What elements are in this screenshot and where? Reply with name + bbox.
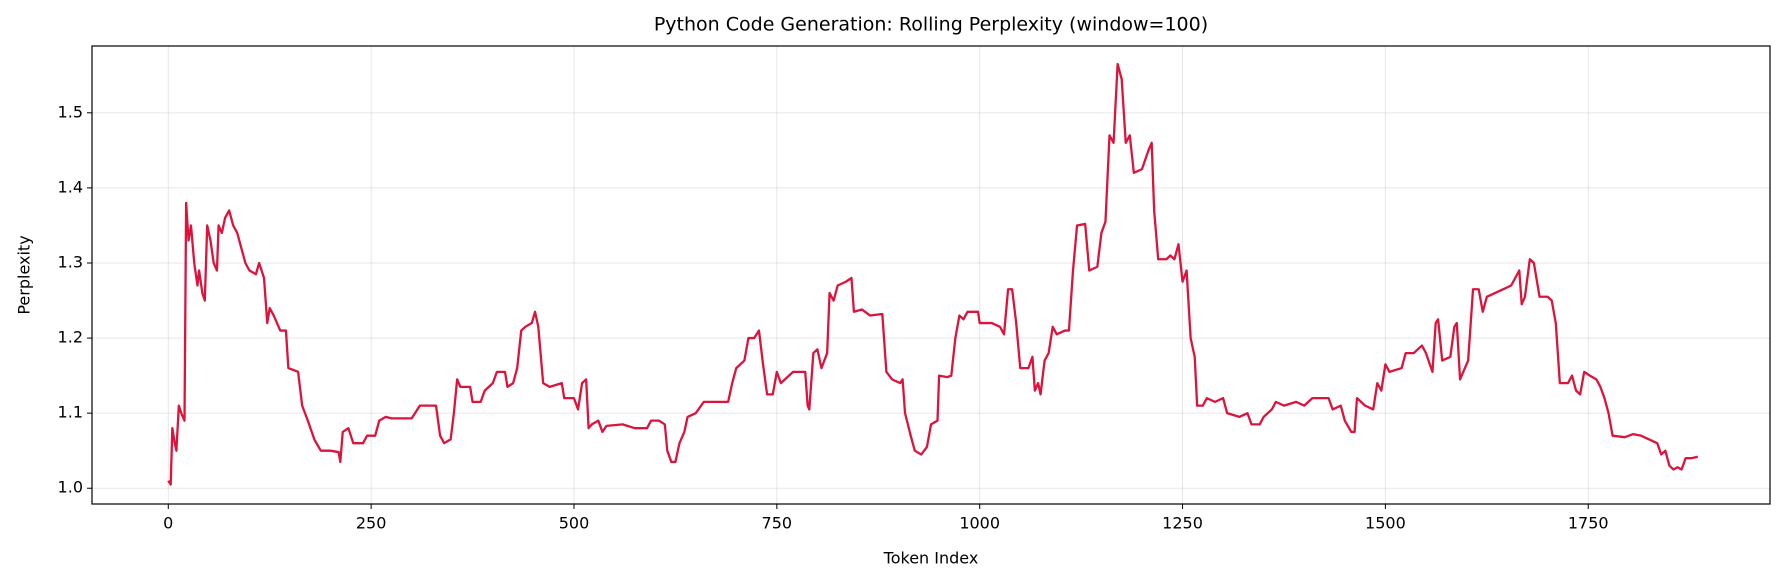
data-line bbox=[167, 62, 1699, 486]
y-tick-label: 1.2 bbox=[58, 328, 83, 347]
y-tick-label: 1.5 bbox=[58, 102, 83, 121]
y-axis-label: Perplexity bbox=[15, 235, 34, 314]
x-tick-label: 1250 bbox=[1162, 514, 1203, 533]
x-tick-label: 500 bbox=[559, 514, 590, 533]
plot-frame bbox=[91, 45, 1771, 505]
x-tick-label: 0 bbox=[163, 514, 173, 533]
x-axis-label: Token Index bbox=[883, 549, 979, 568]
x-tick-label: 750 bbox=[762, 514, 793, 533]
y-tick-label: 1.4 bbox=[58, 177, 83, 196]
y-tick-label: 1.0 bbox=[58, 478, 83, 497]
x-tick-label: 1000 bbox=[959, 514, 1000, 533]
x-tick-label: 1500 bbox=[1365, 514, 1406, 533]
x-tick-label: 250 bbox=[356, 514, 387, 533]
y-tick-label: 1.3 bbox=[58, 252, 83, 271]
y-tick-label: 1.1 bbox=[58, 403, 83, 422]
x-tick-label: 1750 bbox=[1568, 514, 1609, 533]
chart-title: Python Code Generation: Rolling Perplexi… bbox=[654, 14, 1208, 36]
